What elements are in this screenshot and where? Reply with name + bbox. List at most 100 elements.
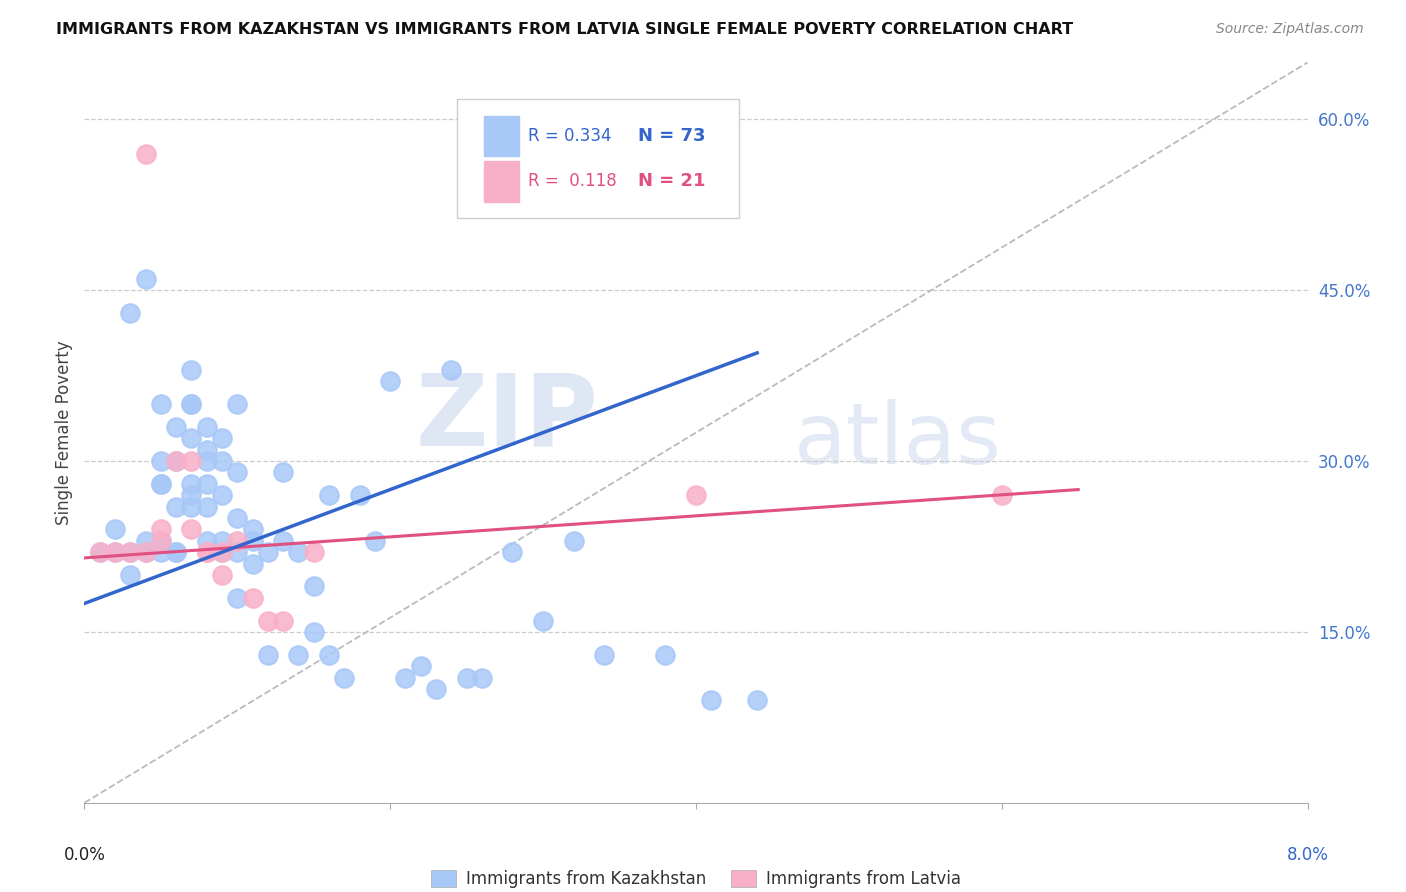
- Point: [242, 557, 264, 571]
- Point: [562, 533, 585, 548]
- Point: [502, 545, 524, 559]
- Point: [135, 146, 157, 161]
- Point: [165, 545, 187, 559]
- Point: [165, 545, 187, 559]
- Text: IMMIGRANTS FROM KAZAKHSTAN VS IMMIGRANTS FROM LATVIA SINGLE FEMALE POVERTY CORRE: IMMIGRANTS FROM KAZAKHSTAN VS IMMIGRANTS…: [56, 22, 1073, 37]
- Point: [195, 500, 218, 514]
- Point: [149, 397, 172, 411]
- Point: [257, 545, 280, 559]
- Point: [226, 545, 249, 559]
- Point: [135, 545, 157, 559]
- Point: [226, 397, 249, 411]
- Point: [180, 488, 202, 502]
- Point: [471, 671, 494, 685]
- Point: [165, 420, 187, 434]
- Point: [318, 648, 340, 662]
- Point: [242, 533, 264, 548]
- Text: atlas: atlas: [794, 399, 1002, 482]
- Point: [195, 442, 218, 457]
- Point: [149, 476, 172, 491]
- Point: [211, 488, 233, 502]
- Point: [211, 545, 233, 559]
- Point: [394, 671, 416, 685]
- Point: [180, 523, 202, 537]
- Legend: Immigrants from Kazakhstan, Immigrants from Latvia: Immigrants from Kazakhstan, Immigrants f…: [425, 863, 967, 892]
- Point: [531, 614, 554, 628]
- Point: [302, 545, 325, 559]
- Point: [318, 488, 340, 502]
- Point: [195, 454, 218, 468]
- Point: [440, 363, 463, 377]
- Point: [89, 545, 111, 559]
- Point: [165, 500, 187, 514]
- Point: [180, 397, 202, 411]
- Point: [257, 648, 280, 662]
- Y-axis label: Single Female Poverty: Single Female Poverty: [55, 341, 73, 524]
- Point: [104, 545, 127, 559]
- Point: [425, 681, 447, 696]
- Point: [226, 533, 249, 548]
- Point: [120, 545, 142, 559]
- Point: [149, 533, 172, 548]
- Point: [333, 671, 356, 685]
- FancyBboxPatch shape: [484, 116, 519, 156]
- Point: [195, 420, 218, 434]
- Point: [165, 454, 187, 468]
- Point: [149, 545, 172, 559]
- Point: [271, 533, 294, 548]
- Text: N = 73: N = 73: [638, 127, 706, 145]
- Point: [242, 591, 264, 605]
- Point: [149, 523, 172, 537]
- Point: [211, 533, 233, 548]
- Text: 8.0%: 8.0%: [1286, 847, 1329, 864]
- Point: [287, 545, 309, 559]
- Point: [89, 545, 111, 559]
- FancyBboxPatch shape: [484, 161, 519, 202]
- Point: [593, 648, 616, 662]
- Point: [211, 454, 233, 468]
- Point: [120, 568, 142, 582]
- Point: [302, 624, 325, 639]
- Point: [287, 648, 309, 662]
- Point: [195, 545, 218, 559]
- Point: [271, 614, 294, 628]
- Text: Source: ZipAtlas.com: Source: ZipAtlas.com: [1216, 22, 1364, 37]
- Point: [271, 466, 294, 480]
- Point: [349, 488, 371, 502]
- Point: [685, 488, 707, 502]
- Point: [104, 545, 127, 559]
- Point: [180, 476, 202, 491]
- Point: [380, 375, 402, 389]
- Point: [654, 648, 676, 662]
- Point: [991, 488, 1014, 502]
- Point: [226, 591, 249, 605]
- Point: [747, 693, 769, 707]
- Point: [180, 363, 202, 377]
- Point: [195, 545, 218, 559]
- Point: [104, 523, 127, 537]
- Point: [135, 272, 157, 286]
- Point: [149, 454, 172, 468]
- Point: [456, 671, 478, 685]
- Point: [257, 614, 280, 628]
- Point: [149, 476, 172, 491]
- Point: [242, 523, 264, 537]
- Point: [226, 511, 249, 525]
- Point: [195, 476, 218, 491]
- Point: [226, 466, 249, 480]
- Point: [135, 545, 157, 559]
- Text: ZIP: ZIP: [415, 369, 598, 467]
- Text: R = 0.334: R = 0.334: [529, 127, 612, 145]
- Point: [700, 693, 723, 707]
- Point: [180, 397, 202, 411]
- Text: 0.0%: 0.0%: [63, 847, 105, 864]
- Point: [211, 545, 233, 559]
- Point: [180, 431, 202, 445]
- Point: [135, 533, 157, 548]
- Point: [211, 431, 233, 445]
- Text: N = 21: N = 21: [638, 172, 706, 191]
- Point: [149, 533, 172, 548]
- Point: [364, 533, 387, 548]
- Point: [165, 454, 187, 468]
- Point: [120, 306, 142, 320]
